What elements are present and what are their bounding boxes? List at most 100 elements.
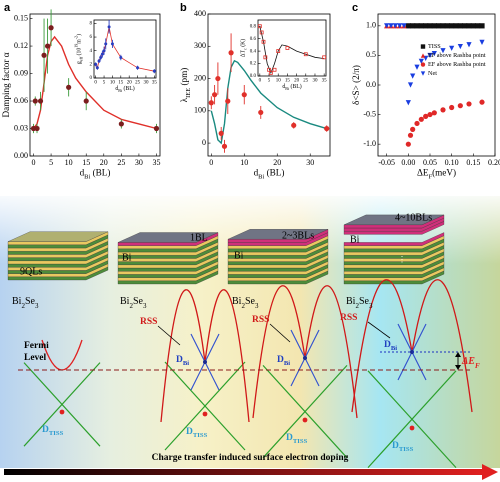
legend-label: EF above Rashba point [428, 61, 486, 68]
rss-band [160, 289, 206, 423]
legend-label: Net [428, 70, 437, 77]
text-part: Se [133, 296, 144, 307]
legend-marker [420, 44, 426, 49]
marker [431, 51, 437, 57]
y-tick-label: 300 [194, 41, 206, 50]
chart: c -1.0 -0.5 0.0 0.5 1.0 -0.05 0.00 0.05 0.10 0.15 0… [351, 2, 500, 181]
pointer [367, 321, 391, 339]
y-tick-label: 0 [202, 138, 206, 147]
marker [104, 42, 108, 46]
dirac-point [303, 356, 307, 360]
marker [241, 92, 247, 98]
marker [100, 52, 104, 56]
y-axis-label: geff (1019m-2) [74, 34, 84, 64]
marker [405, 100, 411, 106]
diagram-label: Bi [350, 234, 360, 245]
chart: 0.0 0.2 0.4 0.6 0.8 0 5 10 15 20 25 30 35 dBi (BL) ΔTc… [240, 19, 327, 91]
marker [407, 82, 414, 88]
marker [272, 67, 277, 72]
y-tick-label: 0.00 [14, 151, 28, 160]
x-axis-label: ΔEF(meV) [417, 168, 456, 181]
y-axis-label: Damping factor α [1, 52, 11, 117]
marker [208, 100, 214, 106]
marker [457, 103, 463, 109]
marker [228, 50, 234, 56]
y-tick-label: -0.5 [363, 109, 376, 118]
rss-band [252, 285, 306, 419]
y-tick-label: 0 [90, 76, 93, 81]
x-tick-label: 0.20 [488, 158, 500, 167]
plot-frame [257, 19, 327, 77]
y-tick-label: 0.6 [250, 37, 257, 42]
marker [322, 55, 327, 60]
marker [427, 52, 433, 59]
text-part: 3 [255, 302, 259, 310]
marker [221, 143, 228, 149]
marker [405, 23, 411, 29]
diagram-label: DBi [277, 355, 290, 367]
marker [32, 98, 38, 104]
text-part: d [254, 168, 259, 178]
rss-band [351, 279, 413, 413]
dots: ⋮ [398, 255, 406, 264]
marker [418, 23, 424, 29]
text-part: (BL) [90, 168, 110, 178]
marker [110, 42, 114, 46]
legend-marker [420, 71, 426, 76]
y-tick-label: 1.0 [366, 21, 376, 30]
text-part: Bi [118, 88, 123, 93]
marker [257, 24, 262, 29]
y-tick-label: 8 [90, 22, 93, 27]
x-tick-label: 30 [143, 81, 149, 86]
marker [462, 23, 468, 29]
diagram-label: DBi [384, 340, 397, 352]
plot-frame [377, 13, 496, 157]
diagram-label: 9QLs [20, 266, 42, 277]
diagram-label: Bi2Se3 [346, 296, 373, 309]
x-tick-label: 20 [273, 158, 281, 167]
x-tick-label: 20 [294, 79, 300, 84]
x-tick-label: 0.15 [466, 158, 480, 167]
tiss-band [23, 362, 101, 447]
y-axis-label: δ<S> (2/π) [351, 65, 361, 105]
layer-front [343, 232, 445, 246]
text-part: D [42, 425, 49, 435]
marker [34, 125, 40, 132]
diagram-label: 2~3BLs [282, 230, 314, 241]
marker [423, 113, 429, 119]
text-part: Bi [12, 296, 22, 307]
diagram-label: DTISS [392, 441, 414, 453]
diagram-label: RSS [340, 313, 357, 323]
rss-band [304, 285, 358, 419]
text-part: TISS [49, 430, 64, 437]
text-part: (BL) [289, 83, 302, 90]
diagram-label: ΔEF [461, 356, 480, 369]
x-axis-label: dBi (BL) [80, 168, 111, 181]
x-tick-label: 30 [312, 79, 318, 84]
y-tick-label: 0.8 [250, 24, 257, 29]
text-part: D [286, 433, 293, 443]
text-part: Se [25, 296, 36, 307]
legend-label: TISS [428, 43, 441, 50]
diagram-label: DTISS [42, 425, 64, 437]
text-part: F [428, 174, 432, 181]
diagram-label: DBi [176, 355, 189, 367]
marker [215, 75, 221, 82]
text-part: (pm) [179, 68, 189, 88]
arrow-head [455, 365, 461, 370]
text-part: Bi [258, 174, 264, 181]
y-tick-label: 400 [194, 9, 206, 18]
doping-arrow [4, 469, 484, 475]
text-part: TISS [293, 438, 308, 445]
marker [470, 23, 476, 29]
x-tick-label: 20 [127, 81, 133, 86]
x-tick-label: 0 [259, 79, 262, 84]
text-part: ΔE [461, 356, 475, 367]
tiss-band [164, 361, 246, 451]
x-tick-label: 5 [268, 79, 271, 84]
text-part: λ [179, 97, 189, 102]
marker [66, 84, 72, 90]
legend-marker [420, 62, 426, 67]
x-tick-label: 10 [240, 158, 248, 167]
panel-label: c [352, 2, 358, 14]
